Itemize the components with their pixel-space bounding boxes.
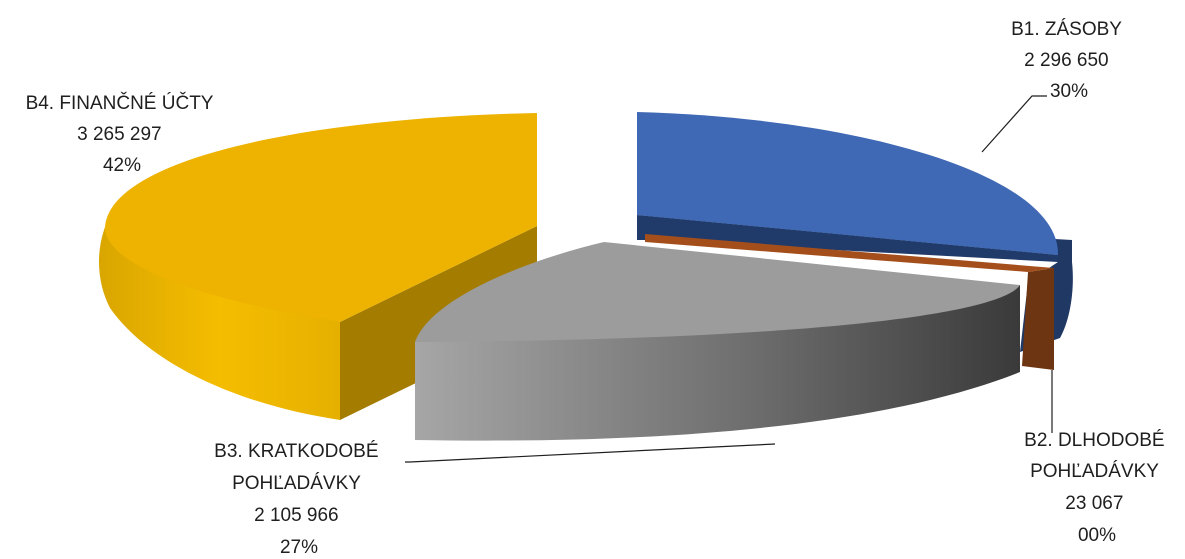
slice-b2-top <box>645 234 1054 272</box>
data-label-b1: B1. ZÁSOBY 2 296 650 30% <box>1011 19 1127 102</box>
b3-value: 2 105 966 <box>254 505 339 526</box>
b3-name-line2: POHĽADÁVKY <box>232 473 361 494</box>
slice-b2 <box>645 234 1054 370</box>
b4-name: B4. FINANČNÉ ÚČTY <box>26 92 214 114</box>
slice-b2-side <box>1022 268 1054 370</box>
b2-name-line1: B2. DLHODOBÉ <box>1024 430 1164 451</box>
slice-b3 <box>415 242 1020 441</box>
b3-percent: 27% <box>280 537 318 558</box>
data-label-b2: B2. DLHODOBÉ POHĽADÁVKY 23 067 00% <box>1024 430 1170 546</box>
b2-name-line2: POHĽADÁVKY <box>1030 461 1159 482</box>
slice-b1-top <box>637 112 1059 255</box>
leader-line-b3 <box>405 443 776 463</box>
data-label-b3: B3. KRATKODOBÉ POHĽADÁVKY 2 105 966 27% <box>214 441 384 558</box>
slice-b3-top <box>415 242 1020 342</box>
slice-b4-top <box>105 113 537 322</box>
b2-value: 23 067 <box>1065 493 1123 514</box>
b2-percent: 00% <box>1078 525 1116 546</box>
b4-value: 3 265 297 <box>77 124 162 145</box>
b1-percent: 30% <box>1050 81 1088 102</box>
slice-b3-side <box>415 285 1020 441</box>
b1-value: 2 296 650 <box>1024 50 1109 71</box>
b3-name-line1: B3. KRATKODOBÉ <box>214 441 378 462</box>
data-label-b4: B4. FINANČNÉ ÚČTY 3 265 297 42% <box>26 92 219 176</box>
b4-percent: 42% <box>103 155 141 176</box>
leader-line-b1 <box>981 95 1047 153</box>
b1-name: B1. ZÁSOBY <box>1011 19 1122 40</box>
slice-b1-side-left <box>637 215 1058 262</box>
